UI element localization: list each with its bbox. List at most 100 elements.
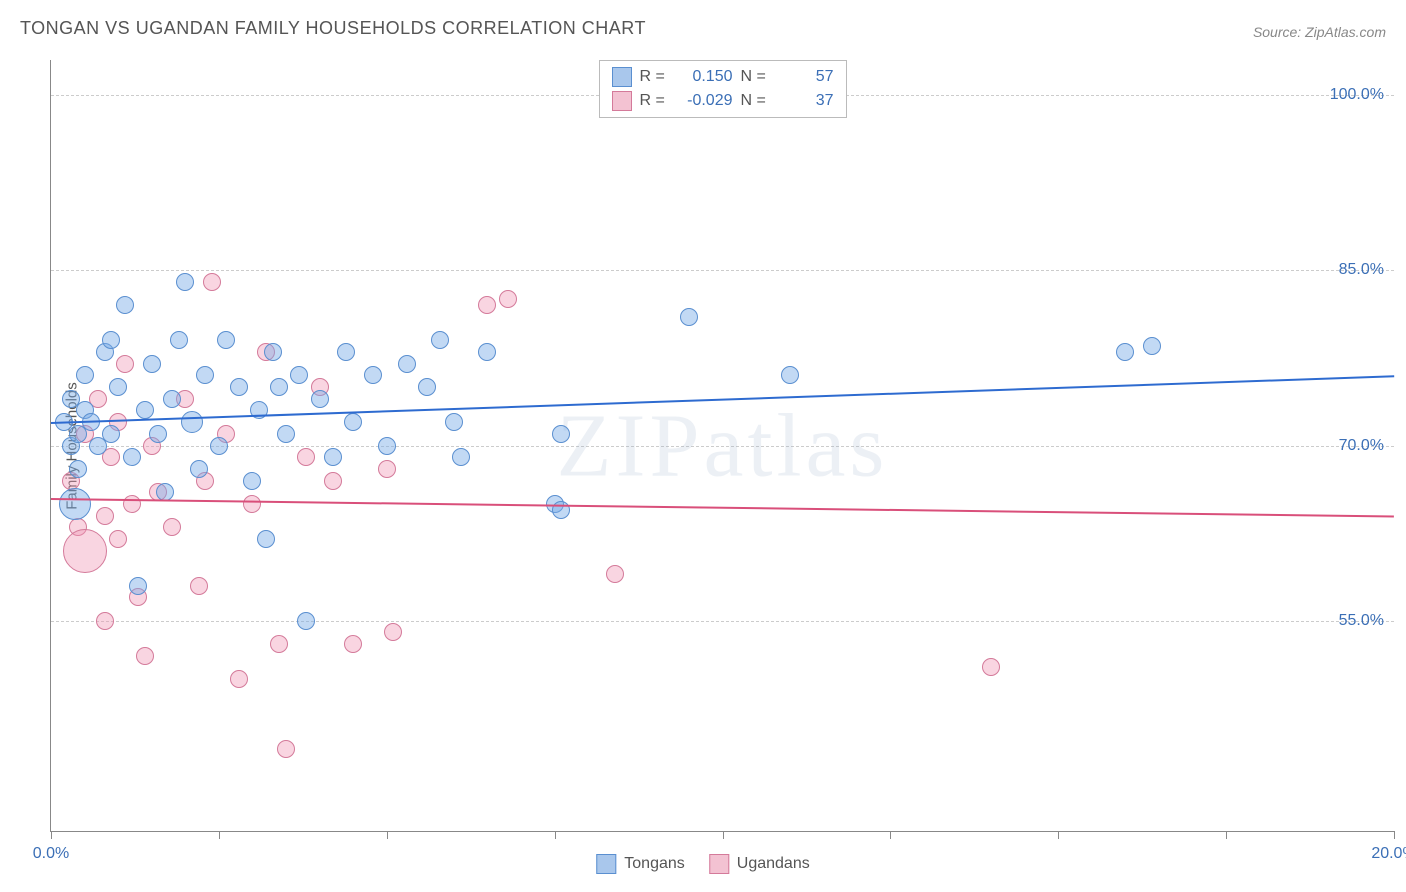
ytick-label: 70.0% [1339,437,1384,455]
swatch-tongans [612,67,632,87]
data-point-tongans [190,460,208,478]
data-point-tongans [1143,337,1161,355]
data-point-ugandans [123,495,141,513]
n-value-tongans: 57 [779,65,834,89]
data-point-tongans [59,488,91,520]
data-point-tongans [452,448,470,466]
ytick-label: 55.0% [1339,612,1384,630]
data-point-ugandans [136,647,154,665]
legend-item-tongans: Tongans [596,854,685,874]
ytick-label: 85.0% [1339,261,1384,279]
n-value-ugandans: 37 [779,89,834,113]
legend-label-ugandans: Ugandans [737,855,810,873]
data-point-tongans [196,366,214,384]
xtick [890,831,891,839]
xtick [1226,831,1227,839]
data-point-tongans [364,366,382,384]
data-point-tongans [311,390,329,408]
xtick [723,831,724,839]
legend-row-ugandans: R = -0.029 N = 37 [612,89,834,113]
legend-item-ugandans: Ugandans [709,854,810,874]
data-point-tongans [270,378,288,396]
data-point-ugandans [606,565,624,583]
data-point-tongans [136,401,154,419]
gridline [51,446,1394,447]
data-point-ugandans [230,670,248,688]
data-point-ugandans [297,448,315,466]
data-point-tongans [76,366,94,384]
data-point-ugandans [203,273,221,291]
trendline-tongans [51,375,1394,424]
data-point-tongans [176,273,194,291]
data-point-ugandans [270,635,288,653]
data-point-tongans [552,501,570,519]
ytick-label: 100.0% [1330,86,1384,104]
r-label: R = [640,65,670,89]
data-point-tongans [149,425,167,443]
data-point-ugandans [96,507,114,525]
xtick [1058,831,1059,839]
source-attribution: Source: ZipAtlas.com [1253,24,1386,40]
data-point-tongans [344,413,362,431]
data-point-ugandans [378,460,396,478]
data-point-tongans [129,577,147,595]
legend-row-tongans: R = 0.150 N = 57 [612,65,834,89]
data-point-tongans [418,378,436,396]
gridline [51,621,1394,622]
data-point-tongans [781,366,799,384]
data-point-tongans [217,331,235,349]
xtick-label: 0.0% [33,845,69,863]
data-point-ugandans [344,635,362,653]
data-point-ugandans [63,529,107,573]
data-point-ugandans [243,495,261,513]
chart-title: TONGAN VS UGANDAN FAMILY HOUSEHOLDS CORR… [20,18,646,39]
data-point-ugandans [324,472,342,490]
data-point-tongans [378,437,396,455]
legend-label-tongans: Tongans [624,855,685,873]
correlation-legend: R = 0.150 N = 57 R = -0.029 N = 37 [599,60,847,118]
data-point-tongans [277,425,295,443]
chart-container: TONGAN VS UGANDAN FAMILY HOUSEHOLDS CORR… [0,0,1406,892]
r-label: R = [640,89,670,113]
data-point-ugandans [109,530,127,548]
data-point-tongans [431,331,449,349]
swatch-ugandans [612,91,632,111]
data-point-tongans [116,296,134,314]
data-point-tongans [398,355,416,373]
xtick [1394,831,1395,839]
data-point-tongans [1116,343,1134,361]
data-point-tongans [123,448,141,466]
data-point-tongans [297,612,315,630]
data-point-tongans [680,308,698,326]
data-point-ugandans [116,355,134,373]
data-point-tongans [445,413,463,431]
xtick [51,831,52,839]
n-label: N = [741,89,771,113]
swatch-ugandans [709,854,729,874]
xtick [219,831,220,839]
data-point-tongans [257,530,275,548]
data-point-tongans [163,390,181,408]
xtick-label: 20.0% [1371,845,1406,863]
data-point-tongans [181,411,203,433]
data-point-ugandans [190,577,208,595]
data-point-ugandans [499,290,517,308]
n-label: N = [741,65,771,89]
data-point-ugandans [96,612,114,630]
r-value-ugandans: -0.029 [678,89,733,113]
plot-area: ZIPatlas R = 0.150 N = 57 R = -0.029 N =… [50,60,1394,832]
data-point-ugandans [384,623,402,641]
data-point-ugandans [478,296,496,314]
data-point-tongans [290,366,308,384]
data-point-tongans [143,355,161,373]
data-point-ugandans [982,658,1000,676]
data-point-ugandans [277,740,295,758]
xtick [555,831,556,839]
xtick [387,831,388,839]
gridline [51,270,1394,271]
data-point-tongans [102,331,120,349]
data-point-tongans [264,343,282,361]
data-point-tongans [210,437,228,455]
data-point-tongans [69,460,87,478]
data-point-ugandans [163,518,181,536]
